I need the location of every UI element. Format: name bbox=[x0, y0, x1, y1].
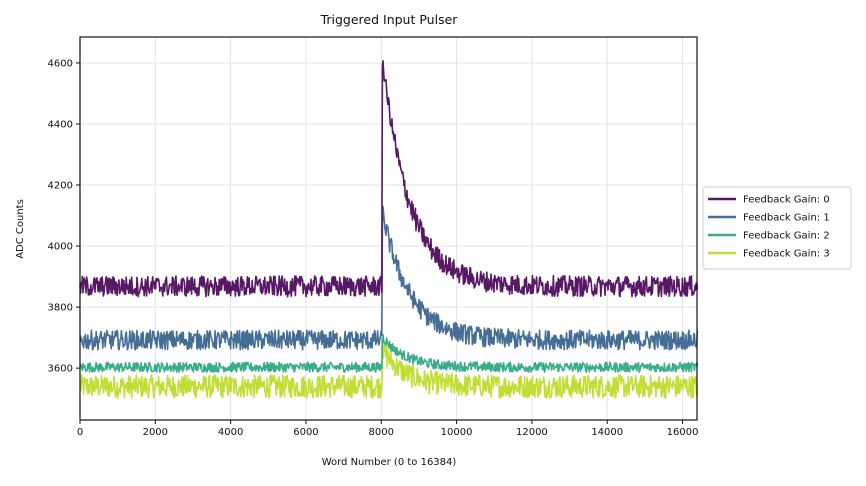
plot-frame bbox=[79, 36, 698, 421]
series-line bbox=[79, 339, 699, 399]
x-axis-label: Word Number (0 to 16384) bbox=[322, 457, 457, 468]
x-tick-label: 8000 bbox=[369, 427, 394, 438]
tick-layer: 0 2000 4000 6000 8000 10000 12000 14000 16000 360… bbox=[48, 58, 699, 438]
x-tick-label: 12000 bbox=[516, 427, 548, 438]
x-tick-label: 2000 bbox=[143, 427, 168, 438]
x-tick-label: 4000 bbox=[218, 427, 243, 438]
series-line bbox=[79, 205, 699, 351]
y-tick-label: 3600 bbox=[48, 364, 73, 375]
x-tick-label: 6000 bbox=[293, 427, 318, 438]
x-tick-label: 0 bbox=[77, 427, 83, 438]
y-axis-label: ADC Counts bbox=[15, 199, 26, 259]
y-tick-label: 4600 bbox=[48, 58, 73, 69]
x-tick-label: 10000 bbox=[441, 427, 473, 438]
legend-label: Feedback Gain: 3 bbox=[743, 249, 830, 260]
x-tick-label: 14000 bbox=[591, 427, 623, 438]
legend-label: Feedback Gain: 0 bbox=[743, 195, 830, 206]
legend: Feedback Gain: 0 Feedback Gain: 1 Feedback… bbox=[702, 186, 852, 270]
y-tick-label: 4200 bbox=[48, 181, 73, 192]
legend-label: Feedback Gain: 1 bbox=[743, 213, 830, 224]
series-line bbox=[79, 60, 699, 298]
x-tick-label: 16000 bbox=[667, 427, 699, 438]
y-tick-label: 4000 bbox=[48, 242, 73, 253]
chart-title: Triggered Input Pulser bbox=[320, 12, 459, 27]
legend-box bbox=[702, 186, 852, 270]
series-layer bbox=[79, 60, 699, 399]
y-tick-label: 3800 bbox=[48, 303, 73, 314]
y-tick-label: 4400 bbox=[48, 119, 73, 130]
legend-label: Feedback Gain: 2 bbox=[743, 231, 830, 242]
series-line bbox=[79, 333, 699, 373]
